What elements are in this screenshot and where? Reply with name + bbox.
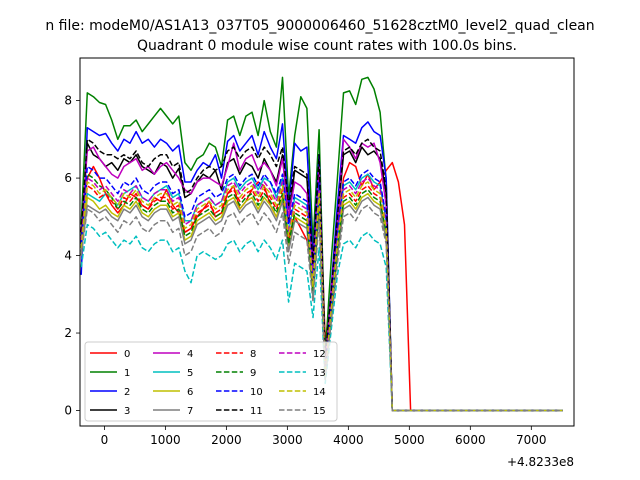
y-tick-label: 2 — [64, 326, 72, 340]
legend-label-13: 13 — [313, 368, 326, 379]
x-tick-label: 7000 — [516, 433, 547, 447]
legend-label-11: 11 — [250, 406, 263, 417]
legend-label-7: 7 — [187, 406, 193, 417]
legend-label-6: 6 — [187, 387, 193, 398]
legend-label-9: 9 — [250, 368, 256, 379]
y-tick-label: 8 — [64, 94, 72, 108]
x-tick-label: 0 — [101, 433, 109, 447]
plot-area — [80, 76, 563, 412]
x-tick-label: 3000 — [272, 433, 303, 447]
x-tick-label: 5000 — [394, 433, 425, 447]
axes-frame — [79, 57, 575, 427]
y-tick-label: 4 — [64, 249, 72, 263]
legend-label-2: 2 — [124, 387, 130, 398]
legend-label-5: 5 — [187, 368, 193, 379]
legend-label-4: 4 — [187, 349, 193, 360]
legend-label-1: 1 — [124, 368, 130, 379]
x-tick-label: 6000 — [455, 433, 486, 447]
series-line-14 — [80, 181, 563, 412]
x-tick-label: 1000 — [150, 433, 181, 447]
x-axis: 0 1000 2000 3000 4000 5000 6000 7000 — [101, 426, 547, 447]
y-tick-label: 6 — [64, 171, 72, 185]
legend-label-10: 10 — [250, 387, 263, 398]
legend-label-0: 0 — [124, 349, 130, 360]
legend-label-14: 14 — [313, 387, 326, 398]
chart-title: Quadrant 0 module wise count rates with … — [137, 38, 517, 54]
legend-label-12: 12 — [313, 349, 326, 360]
y-tick-label: 0 — [64, 404, 72, 418]
figure-suptitle: n file: modeM0/AS1A13_037T05_9000006460_… — [45, 18, 594, 34]
legend-box — [84, 341, 338, 422]
x-offset-text: +4.8233e8 — [507, 455, 574, 469]
legend-label-3: 3 — [124, 406, 130, 417]
y-axis: 0 2 4 6 8 — [64, 94, 80, 418]
x-tick-label: 2000 — [211, 433, 242, 447]
series-line-15 — [80, 204, 563, 412]
x-tick-label: 4000 — [333, 433, 364, 447]
legend-label-8: 8 — [250, 349, 256, 360]
legend-label-15: 15 — [313, 406, 326, 417]
